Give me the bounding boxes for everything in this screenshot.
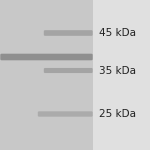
Text: 35 kDa: 35 kDa xyxy=(99,66,136,75)
Text: 25 kDa: 25 kDa xyxy=(99,109,136,119)
Text: 45 kDa: 45 kDa xyxy=(99,28,136,38)
FancyBboxPatch shape xyxy=(38,111,93,117)
Bar xyxy=(0,0,93,150)
FancyBboxPatch shape xyxy=(44,68,93,73)
FancyBboxPatch shape xyxy=(44,30,93,36)
FancyBboxPatch shape xyxy=(0,54,93,60)
